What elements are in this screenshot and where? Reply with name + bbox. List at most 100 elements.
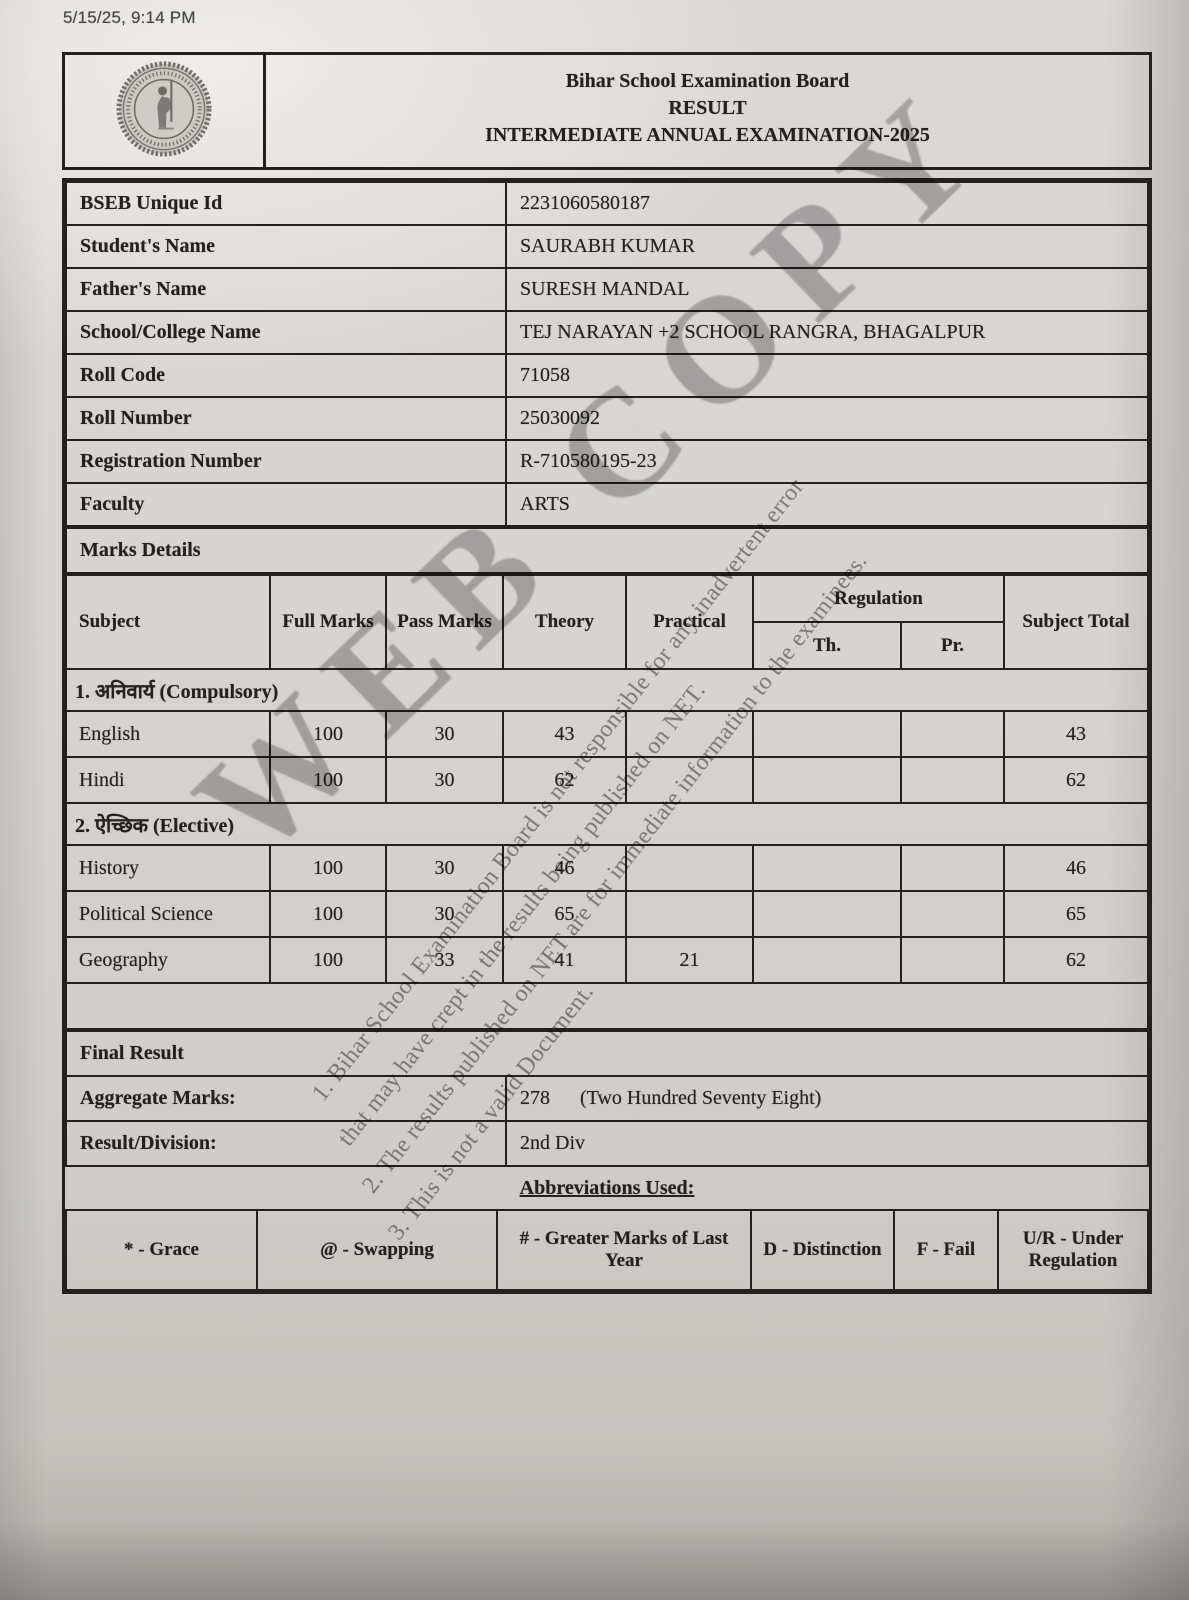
document-header: Bihar School Examination Board RESULT IN…: [62, 52, 1152, 170]
info-value: R-710580195-23: [505, 439, 1149, 484]
result-body: BSEB Unique Id 2231060580187 Student's N…: [62, 178, 1152, 1294]
regulation-th: [752, 844, 902, 892]
info-label: Registration Number: [65, 439, 507, 484]
table-row: School/College Name TEJ NARAYAN +2 SCHOO…: [65, 310, 1149, 355]
info-value: 71058: [505, 353, 1149, 398]
subject-row-hindi: Hindi 100 30 62 62: [65, 756, 1149, 804]
col-header-subject-total: Subject Total: [1003, 574, 1149, 670]
info-value: 2231060580187: [505, 181, 1149, 226]
info-label: School/College Name: [65, 310, 507, 355]
theory-marks: 65: [502, 890, 627, 938]
info-label: Roll Code: [65, 353, 507, 398]
subject-name: Geography: [65, 936, 271, 984]
student-info-table: BSEB Unique Id 2231060580187 Student's N…: [65, 181, 1149, 527]
section-title: 2. ऐच्छिक (Elective): [65, 802, 1149, 846]
practical-marks: [625, 890, 754, 938]
result-division-row: Result/Division: 2nd Div: [65, 1120, 1149, 1167]
result-label: RESULT: [668, 97, 747, 119]
subject-total: 65: [1003, 890, 1149, 938]
final-result-table: Final Result Aggregate Marks: 278 (Two Hu…: [65, 1030, 1149, 1167]
result-document: Bihar School Examination Board RESULT IN…: [62, 52, 1152, 1294]
final-result-title-row: Final Result: [65, 1030, 1149, 1077]
col-header-subject: Subject: [65, 574, 271, 670]
section-row-compulsory: 1. अनिवार्य (Compulsory): [65, 668, 1149, 712]
aggregate-marks-value-cell: 278 (Two Hundred Seventy Eight): [505, 1075, 1149, 1122]
table-row: BSEB Unique Id 2231060580187: [65, 181, 1149, 226]
practical-marks: [625, 756, 754, 804]
info-value: SAURABH KUMAR: [505, 224, 1149, 269]
col-header-full-marks: Full Marks: [269, 574, 387, 670]
full-marks: 100: [269, 936, 387, 984]
aggregate-marks-words: (Two Hundred Seventy Eight): [580, 1087, 822, 1109]
abbreviation-fail: F - Fail: [893, 1209, 999, 1291]
abbreviation-grace: * - Grace: [65, 1209, 258, 1291]
abbreviation-distinction: D - Distinction: [750, 1209, 895, 1291]
abbreviations-title: Abbreviations Used:: [519, 1176, 695, 1199]
theory-marks: 46: [502, 844, 627, 892]
pass-marks: 30: [385, 890, 504, 938]
regulation-pr: [900, 890, 1005, 938]
regulation-pr: [900, 936, 1005, 984]
full-marks: 100: [269, 756, 387, 804]
regulation-th: [752, 890, 902, 938]
abbreviations-row: * - Grace @ - Swapping # - Greater Marks…: [65, 1209, 1149, 1291]
theory-marks: 43: [502, 710, 627, 758]
table-row: Faculty ARTS: [65, 482, 1149, 527]
col-header-pass-marks: Pass Marks: [385, 574, 504, 670]
subject-name: English: [65, 710, 271, 758]
col-header-practical: Practical: [625, 574, 754, 670]
theory-marks: 62: [502, 756, 627, 804]
marks-details-bar: Marks Details: [65, 527, 1149, 574]
theory-marks: 41: [502, 936, 627, 984]
board-name: Bihar School Examination Board: [565, 70, 850, 92]
regulation-pr: [900, 756, 1005, 804]
subject-row-history: History 100 30 46 46: [65, 844, 1149, 892]
info-value: ARTS: [505, 482, 1149, 527]
table-row: Father's Name SURESH MANDAL: [65, 267, 1149, 312]
subject-row-political-science: Political Science 100 30 65 65: [65, 890, 1149, 938]
practical-marks: 21: [625, 936, 754, 984]
table-row: Student's Name SAURABH KUMAR: [65, 224, 1149, 269]
abbreviation-under-regulation: U/R - Under Regulation: [997, 1209, 1149, 1291]
board-seal-logo-cell: [65, 55, 266, 167]
final-result-title: Final Result: [65, 1030, 1149, 1077]
practical-marks: [625, 844, 754, 892]
subject-total: 46: [1003, 844, 1149, 892]
practical-marks: [625, 710, 754, 758]
regulation-th: [752, 756, 902, 804]
col-header-theory: Theory: [502, 574, 627, 670]
regulation-th: [752, 710, 902, 758]
info-value: 25030092: [505, 396, 1149, 441]
table-row: Roll Number 25030092: [65, 396, 1149, 441]
subject-name: Hindi: [65, 756, 271, 804]
col-header-regulation-pr: Pr.: [900, 621, 1005, 670]
info-label: Faculty: [65, 482, 507, 527]
info-label: Father's Name: [65, 267, 507, 312]
subject-row-english: English 100 30 43 43: [65, 710, 1149, 758]
marks-subheader-row: Th. Pr.: [66, 621, 1148, 670]
marks-details-label: Marks Details: [65, 527, 1149, 574]
regulation-pr: [900, 844, 1005, 892]
full-marks: 100: [269, 890, 387, 938]
subject-total: 43: [1003, 710, 1149, 758]
abbreviation-greater-marks: # - Greater Marks of Last Year: [496, 1209, 752, 1291]
marks-header-row: Subject Full Marks Pass Marks Theory Pra…: [65, 574, 1149, 670]
subject-row-geography: Geography 100 33 41 21 62: [65, 936, 1149, 984]
table-row: Roll Code 71058: [65, 353, 1149, 398]
pass-marks: 30: [385, 844, 504, 892]
pass-marks: 30: [385, 710, 504, 758]
section-title: 1. अनिवार्य (Compulsory): [65, 668, 1149, 712]
regulation-pr: [900, 710, 1005, 758]
full-marks: 100: [269, 844, 387, 892]
section-row-elective: 2. ऐच्छिक (Elective): [65, 802, 1149, 846]
abbreviations-table: * - Grace @ - Swapping # - Greater Marks…: [65, 1209, 1149, 1291]
info-label: Student's Name: [65, 224, 507, 269]
info-label: BSEB Unique Id: [65, 181, 507, 226]
full-marks: 100: [269, 710, 387, 758]
subject-total: 62: [1003, 936, 1149, 984]
subject-name: Political Science: [65, 890, 271, 938]
subject-name: History: [65, 844, 271, 892]
pass-marks: 30: [385, 756, 504, 804]
marks-table: Subject Full Marks Pass Marks Theory Pra…: [65, 574, 1149, 1030]
